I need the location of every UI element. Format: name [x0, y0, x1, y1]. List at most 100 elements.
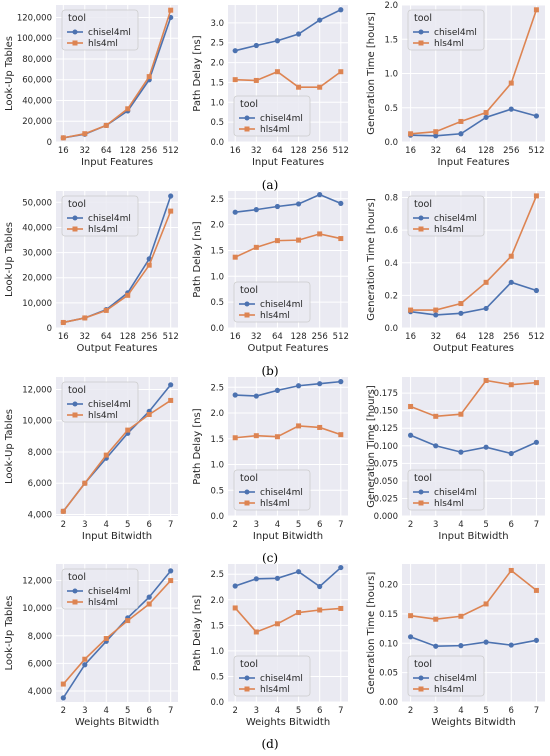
- y-tick-label: 1.5: [210, 246, 224, 256]
- data-point-chisel4ml: [232, 583, 238, 589]
- y-axis-label: Generation Time [hours]: [366, 12, 377, 135]
- y-axis-label: Generation Time [hours]: [366, 572, 377, 695]
- caption-a: (a): [262, 178, 279, 192]
- data-point-chisel4ml: [253, 207, 259, 213]
- y-tick-label: 1.0: [210, 647, 224, 657]
- series-hls4ml: [408, 378, 539, 419]
- y-tick-label: 0.5: [210, 118, 224, 128]
- x-tick-label: 2: [61, 520, 66, 530]
- legend-marker-hls4ml: [72, 40, 78, 46]
- panel-2-2: 0.000 0.025 0.050 0.075 0.100 0.125 0.150 0.175…: [366, 377, 545, 542]
- data-point-chisel4ml: [433, 443, 439, 449]
- data-point-hls4ml: [508, 567, 514, 573]
- x-tick-label: 64: [272, 146, 283, 156]
- y-tick-label: 50,000: [22, 198, 52, 208]
- y-tick-label: 0.075: [374, 459, 398, 469]
- series-line-hls4ml: [410, 569, 537, 621]
- x-tick-label: 512: [163, 146, 179, 156]
- data-point-chisel4ml: [60, 695, 66, 701]
- legend-label-chisel4ml: chisel4ml: [434, 674, 477, 684]
- y-tick-label: 6,000: [28, 479, 52, 489]
- legend-marker-chisel4ml: [418, 215, 424, 221]
- x-tick-label: 128: [478, 332, 494, 342]
- y-tick-label: 1.5: [210, 78, 224, 88]
- data-point-hls4ml: [232, 254, 238, 260]
- legend-marker-hls4ml: [72, 599, 78, 605]
- legend-box: [407, 9, 485, 51]
- y-tick-label: 1.0: [210, 461, 224, 471]
- x-tick-label: 4: [104, 706, 109, 716]
- data-point-chisel4ml: [295, 569, 302, 575]
- x-tick-label: 512: [333, 146, 349, 156]
- y-tick-label: 0.00: [379, 698, 398, 708]
- x-tick-label: 32: [251, 332, 262, 342]
- data-point-hls4ml: [253, 629, 259, 635]
- series-line-chisel4ml: [410, 636, 537, 648]
- series-line-hls4ml: [410, 9, 538, 135]
- series-line-hls4ml: [63, 210, 172, 324]
- x-tick-label: 128: [478, 146, 494, 156]
- x-tick-label: 128: [290, 146, 306, 156]
- data-point-chisel4ml: [146, 594, 152, 600]
- y-tick-label: 0.150: [374, 407, 398, 417]
- legend-marker-chisel4ml: [72, 29, 78, 35]
- data-point-hls4ml: [103, 122, 109, 128]
- legend-marker-hls4ml: [244, 126, 250, 132]
- data-point-hls4ml: [125, 106, 131, 112]
- data-point-hls4ml: [533, 193, 539, 199]
- legend-label-hls4ml: hls4ml: [260, 311, 290, 321]
- y-tick-label: 40,000: [22, 223, 52, 233]
- data-point-hls4ml: [317, 231, 323, 237]
- data-point-hls4ml: [483, 110, 489, 116]
- y-tick-label: 4,000: [28, 687, 52, 697]
- x-tick-label: 16: [58, 332, 69, 342]
- data-point-chisel4ml: [458, 449, 464, 455]
- y-tick-label: 1.5: [384, 35, 398, 45]
- series-hls4ml: [408, 567, 539, 622]
- panel-1-2: 0.0 0.2 0.4 0.6 0.8 16 32 64 128 256 512 Output Fea…: [366, 191, 545, 354]
- x-axis-label: Weights Bitwidth: [75, 717, 159, 728]
- legend-box: [233, 95, 311, 137]
- data-point-hls4ml: [433, 413, 439, 419]
- x-axis-label: Output Features: [248, 343, 329, 354]
- legend-marker-chisel4ml: [72, 401, 78, 407]
- data-point-hls4ml: [483, 378, 489, 384]
- data-point-chisel4ml: [433, 133, 439, 139]
- y-tick-label: 2.0: [384, 1, 398, 11]
- y-tick-label: 30,000: [22, 249, 52, 259]
- series-hls4ml: [408, 7, 539, 137]
- x-tick-label: 512: [163, 332, 179, 342]
- legend-label-hls4ml: hls4ml: [434, 499, 464, 509]
- legend-marker-chisel4ml: [72, 215, 78, 221]
- x-tick-label: 2: [408, 520, 413, 530]
- data-point-hls4ml: [296, 610, 302, 616]
- data-point-chisel4ml: [338, 379, 344, 385]
- y-tick-label: 1.0: [210, 98, 224, 108]
- legend-marker-hls4ml: [418, 226, 424, 232]
- y-tick-label: 0: [47, 324, 52, 334]
- series-line-chisel4ml: [235, 380, 341, 397]
- data-point-hls4ml: [296, 237, 302, 243]
- data-point-hls4ml: [458, 118, 464, 124]
- y-axis-label: Path Delay [ns]: [192, 408, 203, 484]
- data-point-hls4ml: [458, 613, 464, 619]
- y-tick-label: 20,000: [22, 117, 52, 127]
- legend-label-hls4ml: hls4ml: [434, 685, 464, 695]
- data-point-chisel4ml: [274, 575, 281, 581]
- data-point-hls4ml: [146, 262, 152, 268]
- y-tick-label: 10,000: [22, 299, 52, 309]
- data-point-chisel4ml: [458, 310, 464, 316]
- y-axis-label: Generation Time [hours]: [366, 198, 377, 321]
- data-point-hls4ml: [338, 236, 344, 242]
- x-tick-label: 7: [338, 706, 343, 716]
- x-tick-label: 5: [483, 520, 488, 530]
- x-axis-label: Output Features: [433, 343, 514, 354]
- data-point-chisel4ml: [338, 564, 344, 571]
- legend-title: tool: [240, 99, 258, 110]
